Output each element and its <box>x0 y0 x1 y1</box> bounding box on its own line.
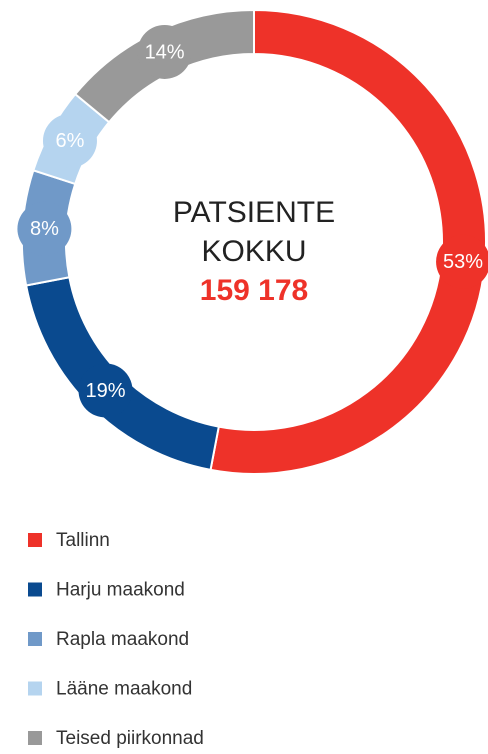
data-label: 6% <box>56 130 85 152</box>
label-badge <box>17 201 72 256</box>
data-label: 8% <box>30 218 59 240</box>
label-badge <box>42 113 97 168</box>
center-line: KOKKU <box>201 235 306 268</box>
legend-label: Teised piirkonnad <box>56 728 204 749</box>
legend-swatch <box>28 632 42 646</box>
legend-label: Harju maakond <box>56 580 185 601</box>
label-badge <box>436 234 488 289</box>
total: 159 178 <box>200 274 308 307</box>
label-badge <box>78 363 133 418</box>
center-line: PATSIENTE <box>173 196 335 229</box>
legend-swatch <box>28 731 42 745</box>
donut-segment <box>209 8 487 475</box>
legend-label: Rapla maakond <box>56 629 189 650</box>
legend-label: Tallinn <box>56 530 110 551</box>
legend-label: Lääne maakond <box>56 679 192 700</box>
label-badge <box>137 24 192 79</box>
legend-swatch <box>28 681 42 696</box>
legend-swatch <box>28 533 42 547</box>
data-label: 14% <box>145 41 185 63</box>
legend-swatch <box>28 582 42 597</box>
data-label: 19% <box>85 380 125 402</box>
data-label: 53% <box>443 251 483 273</box>
